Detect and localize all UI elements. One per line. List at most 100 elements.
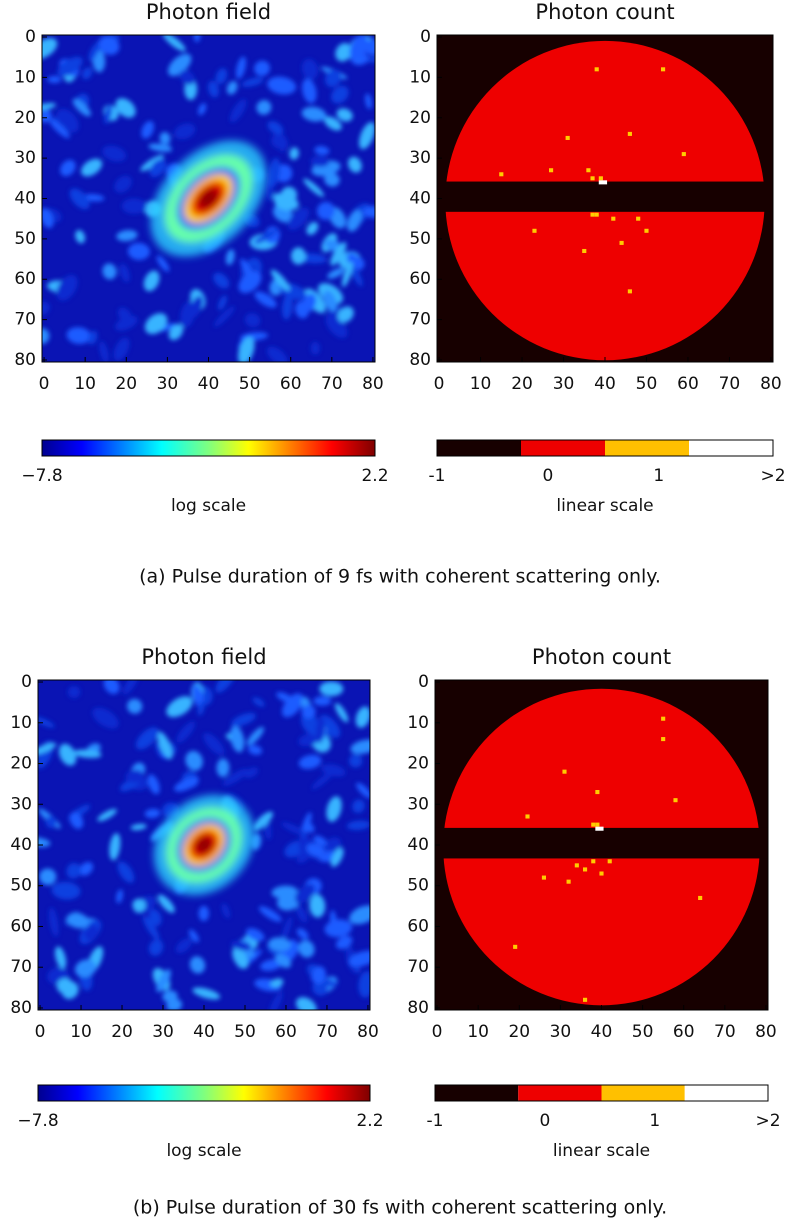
- speckle: [266, 346, 288, 362]
- colorbar-tick-label: 0: [542, 466, 553, 486]
- speckle: [347, 156, 362, 173]
- speckle: [81, 67, 93, 80]
- x-tick-label: 60: [673, 1022, 695, 1042]
- speckle: [240, 258, 256, 284]
- y-tick-label: 10: [10, 713, 32, 733]
- speckle: [301, 293, 316, 313]
- x-tick-label: 20: [111, 1022, 133, 1042]
- speckle: [81, 158, 103, 177]
- speckle: [156, 255, 170, 272]
- speckle: [258, 906, 282, 922]
- bright-pixel: [619, 240, 624, 245]
- bright-pixel: [583, 997, 588, 1002]
- speckle: [144, 313, 168, 335]
- speckle: [330, 241, 347, 266]
- x-tick-label: 0: [434, 374, 445, 394]
- x-tick-label: 70: [714, 1022, 736, 1042]
- image: [42, 35, 375, 362]
- speckle: [277, 893, 300, 911]
- speckle: [188, 929, 199, 943]
- speckle: [334, 703, 349, 723]
- colorbar-tick-label: 1: [649, 1111, 660, 1131]
- colorbar-segment: [689, 440, 773, 456]
- speckle: [66, 863, 81, 879]
- speckle: [365, 93, 372, 110]
- speckle: [310, 156, 330, 167]
- speckle: [349, 905, 370, 925]
- x-tick-label: 40: [594, 374, 616, 394]
- colorbar-tick-label: >2: [760, 466, 785, 486]
- speckle: [48, 907, 59, 937]
- y-tick-label: 60: [14, 269, 36, 289]
- speckle: [254, 60, 270, 77]
- speckle: [313, 835, 327, 846]
- speckle: [213, 272, 230, 289]
- colorbar: [37, 1084, 371, 1102]
- speckle: [38, 742, 57, 755]
- speckle: [42, 37, 58, 60]
- caption: (a) Pulse duration of 9 fs with coherent…: [139, 566, 661, 588]
- x-tick-label: 70: [316, 1022, 338, 1042]
- speckle: [287, 207, 310, 230]
- speckle: [135, 727, 159, 750]
- speckle: [51, 881, 81, 900]
- speckle: [69, 188, 90, 210]
- bright-pixel: [661, 67, 666, 72]
- speckle: [314, 146, 330, 156]
- bright-pixel: [595, 826, 604, 831]
- speckle: [166, 696, 193, 718]
- speckle: [337, 306, 354, 323]
- speckle: [226, 81, 238, 95]
- bright-pixel: [562, 769, 567, 774]
- x-tick-label: 10: [74, 374, 96, 394]
- speckle: [215, 680, 236, 693]
- x-tick-label: 40: [591, 1022, 613, 1042]
- bright-pixel: [590, 176, 595, 181]
- y-tick-label: 50: [14, 229, 36, 249]
- speckle: [61, 981, 79, 1000]
- bright-pixel: [607, 859, 612, 864]
- colorbar-segment: [605, 440, 689, 456]
- colorbar-segment: [518, 1085, 602, 1101]
- colorbar-tick-label: 0: [539, 1111, 550, 1131]
- speckle: [321, 764, 346, 777]
- image: [435, 680, 768, 1010]
- speckle: [115, 315, 138, 331]
- speckle: [198, 905, 209, 922]
- y-tick-label: 40: [10, 835, 32, 855]
- colorbar-tick-label: -1: [427, 1111, 444, 1131]
- speckle: [157, 731, 173, 760]
- speckle: [215, 68, 228, 85]
- speckle: [45, 816, 57, 829]
- speckle: [102, 145, 127, 162]
- speckle: [99, 341, 109, 362]
- speckle: [254, 291, 277, 308]
- speckle: [349, 35, 368, 61]
- image: [437, 35, 773, 362]
- x-tick-label: 0: [35, 1022, 46, 1042]
- speckle: [319, 715, 341, 738]
- colorbar-segment: [437, 440, 521, 456]
- speckle: [238, 271, 262, 294]
- bright-pixel: [590, 212, 595, 217]
- speckle: [309, 894, 326, 918]
- colorbar-label: linear scale: [556, 496, 653, 516]
- speckle: [42, 207, 54, 229]
- bright-pixel: [598, 180, 608, 185]
- colorbar-tick-label: 1: [653, 466, 664, 486]
- speckle: [116, 230, 138, 242]
- speckle: [324, 116, 342, 131]
- speckle: [350, 739, 370, 754]
- x-tick-label: 50: [636, 374, 658, 394]
- bright-pixel: [541, 875, 546, 880]
- speckle: [247, 744, 263, 755]
- x-tick-label: 70: [719, 374, 741, 394]
- speckle: [162, 990, 178, 1003]
- bright-pixel: [598, 176, 603, 181]
- speckle: [326, 796, 342, 822]
- y-tick-label: 70: [407, 957, 429, 977]
- y-tick-label: 20: [10, 754, 32, 774]
- speckle: [301, 58, 319, 80]
- y-tick-label: 50: [407, 876, 429, 896]
- speckle: [341, 261, 353, 288]
